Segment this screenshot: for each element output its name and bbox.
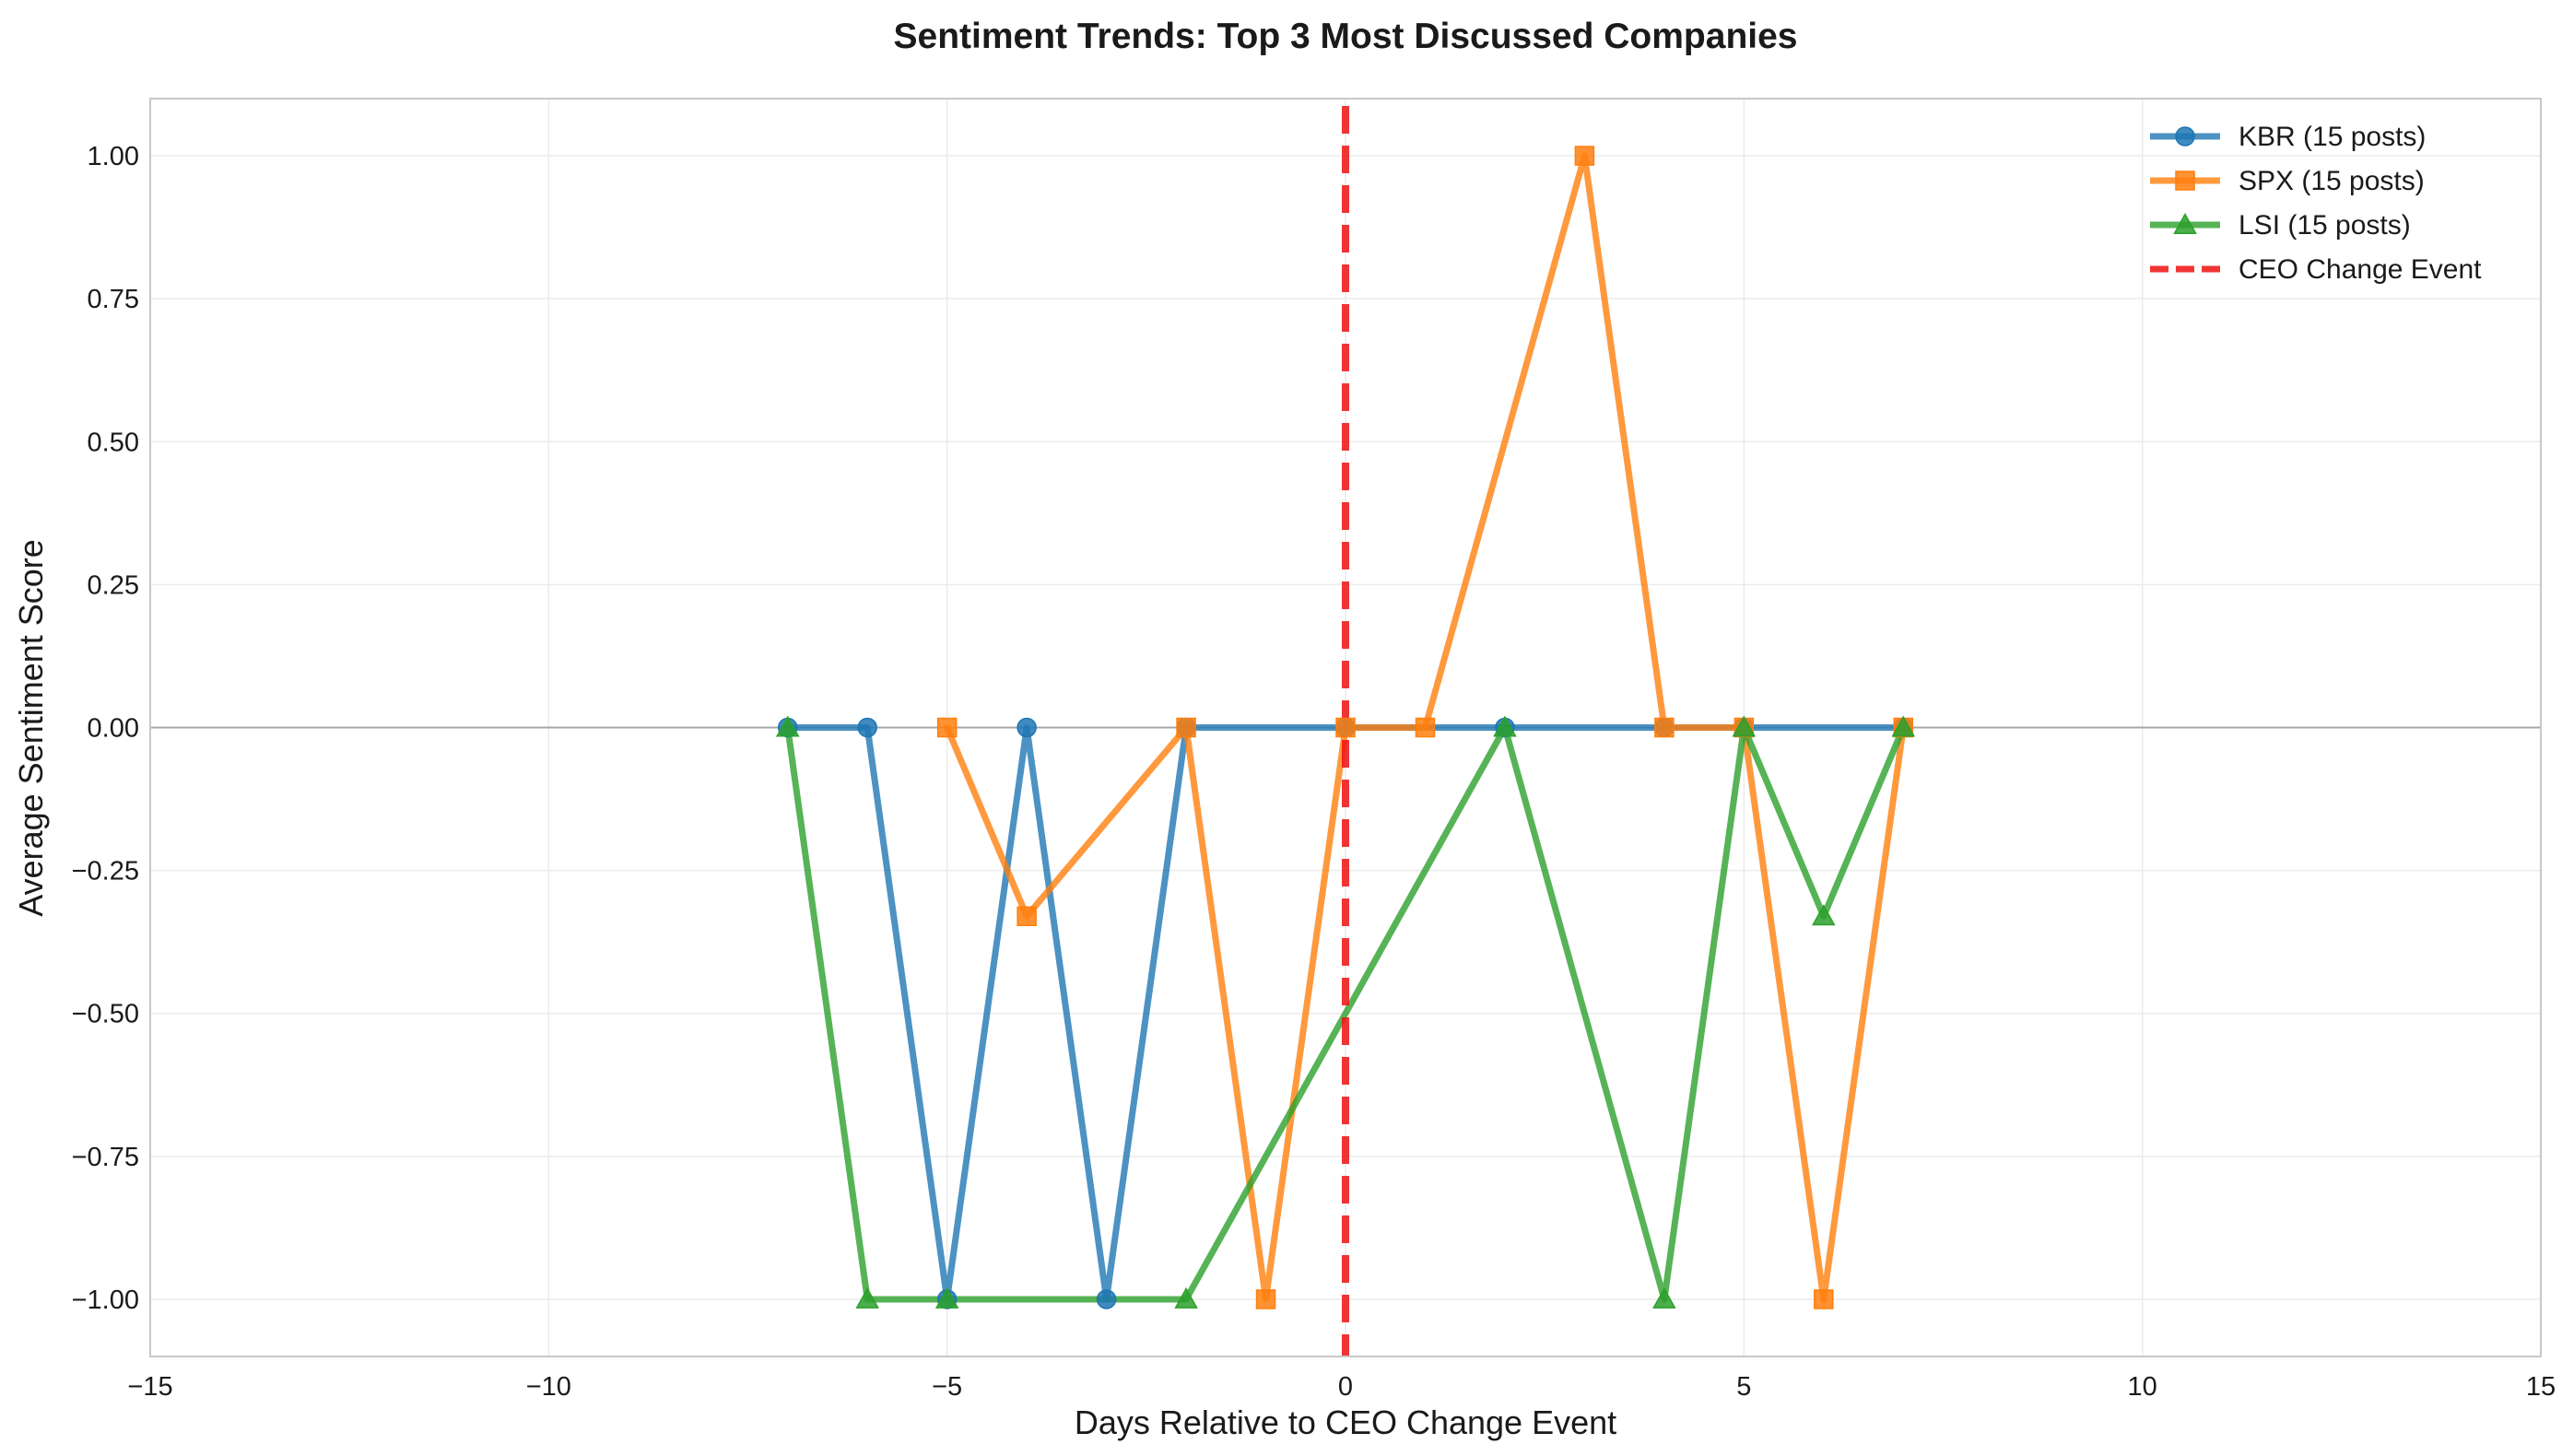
data-point-kbr	[857, 717, 877, 738]
y-tick-label: 0.50	[88, 428, 139, 457]
legend-marker-lsi	[2173, 212, 2197, 234]
chart-title: Sentiment Trends: Top 3 Most Discussed C…	[894, 17, 1798, 56]
data-point-kbr	[1017, 717, 1037, 738]
data-point-spx	[936, 717, 958, 738]
x-tick-label: 10	[2128, 1372, 2157, 1402]
y-tick-label: 0.00	[88, 714, 139, 744]
data-point-spx	[1017, 906, 1037, 926]
x-tick-label: 15	[2526, 1372, 2556, 1402]
y-tick-label: −0.25	[72, 857, 139, 887]
legend-marker-spx	[2175, 170, 2195, 191]
data-point-lsi	[855, 1286, 879, 1309]
legend-label-lsi: LSI (15 posts)	[2239, 210, 2411, 241]
y-axis-label: Average Sentiment Score	[12, 539, 50, 917]
data-point-spx	[1814, 1289, 1834, 1309]
x-tick-label: −15	[127, 1372, 172, 1402]
data-point-spx	[1176, 717, 1196, 738]
legend-label-spx: SPX (15 posts)	[2239, 166, 2425, 196]
data-point-kbr	[1096, 1289, 1117, 1309]
data-point-lsi	[1652, 1286, 1676, 1309]
y-tick-label: 0.75	[88, 285, 139, 314]
y-tick-label: −0.50	[72, 1000, 139, 1029]
plot-frame	[149, 98, 2542, 1357]
legend-marker-kbr	[2175, 126, 2195, 147]
data-point-lsi	[1812, 904, 1836, 926]
y-tick-label: 1.00	[88, 142, 139, 171]
legend-label-event: CEO Change Event	[2239, 254, 2482, 285]
legend: KBR (15 posts) SPX (15 posts) LSI (15 post…	[2150, 122, 2482, 285]
series-markers	[775, 146, 1916, 1309]
y-tick-label: 0.25	[88, 570, 139, 600]
x-axis-ticks: −15 −10 −5 0 5 10 15	[127, 1372, 2556, 1402]
data-point-lsi	[1891, 715, 1916, 737]
data-point-lsi	[1732, 715, 1757, 737]
data-point-lsi	[934, 1286, 959, 1309]
data-point-spx	[1415, 717, 1436, 738]
y-axis-ticks: −1.00 −0.75 −0.50 −0.25 0.00 0.25 0.50 0.75 1.00	[72, 142, 139, 1315]
x-tick-label: 5	[1736, 1372, 1751, 1402]
y-tick-label: −0.75	[72, 1143, 139, 1172]
x-tick-label: −10	[526, 1372, 571, 1402]
data-point-spx	[1255, 1289, 1276, 1309]
data-point-lsi	[1174, 1286, 1198, 1309]
legend-label-kbr: KBR (15 posts)	[2239, 122, 2426, 152]
data-point-lsi	[1493, 715, 1517, 737]
x-axis-label: Days Relative to CEO Change Event	[1075, 1403, 1616, 1441]
x-tick-label: 0	[1338, 1372, 1353, 1402]
data-point-spx	[1335, 717, 1356, 738]
data-point-spx	[1574, 146, 1595, 166]
data-point-spx	[1654, 717, 1675, 738]
data-point-lsi	[775, 715, 800, 737]
y-tick-label: −1.00	[72, 1286, 139, 1315]
x-tick-label: −5	[932, 1372, 962, 1402]
